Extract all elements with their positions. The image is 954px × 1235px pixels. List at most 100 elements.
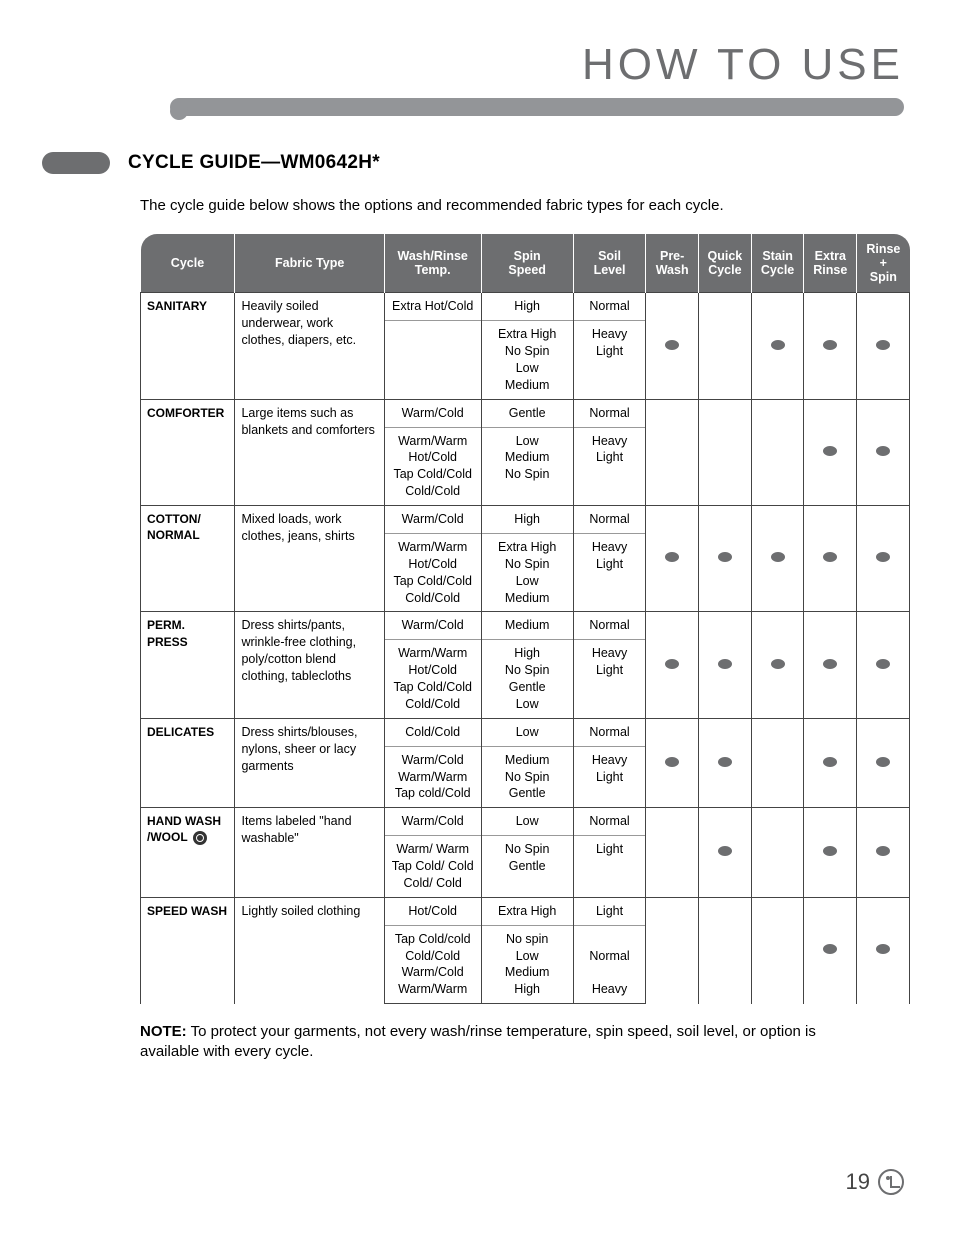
spin-cell: High No Spin Gentle Low — [481, 640, 573, 719]
option-cell — [699, 399, 752, 505]
note-text: NOTE: To protect your garments, not ever… — [140, 1022, 860, 1063]
table-row: COTTON/ NORMALMixed loads, work clothes,… — [141, 506, 910, 534]
option-dot-icon — [718, 757, 732, 767]
option-dot-icon — [771, 340, 785, 350]
spin-cell: High — [481, 506, 573, 534]
temp-cell: Warm/Warm Hot/Cold Tap Cold/Cold Cold/Co… — [384, 427, 481, 506]
spin-cell: No spin Low Medium High — [481, 925, 573, 1004]
option-cell — [699, 612, 752, 718]
spin-cell: Extra High No Spin Low Medium — [481, 321, 573, 400]
fabric-type-cell: Dress shirts/pants, wrinkle-free clothin… — [235, 612, 384, 718]
fabric-type-cell: Lightly soiled clothing — [235, 897, 384, 1003]
option-dot-icon — [823, 552, 837, 562]
col-header: Fabric Type — [235, 234, 384, 293]
soil-cell: Light — [573, 897, 646, 925]
option-cell — [699, 293, 752, 399]
temp-cell: Warm/Cold Warm/Warm Tap cold/Cold — [384, 746, 481, 808]
fabric-type-cell: Mixed loads, work clothes, jeans, shirts — [235, 506, 384, 612]
option-dot-icon — [771, 659, 785, 669]
option-dot-icon — [718, 659, 732, 669]
option-cell — [751, 399, 804, 505]
option-cell — [646, 399, 699, 505]
option-cell — [699, 506, 752, 612]
option-dot-icon — [823, 944, 837, 954]
option-dot-icon — [823, 340, 837, 350]
option-cell — [857, 506, 910, 612]
col-header: Rinse +Spin — [857, 234, 910, 293]
section-title: CYCLE GUIDE—WM0642H* — [128, 152, 380, 174]
option-cell — [857, 612, 910, 718]
spin-cell: Gentle — [481, 399, 573, 427]
option-cell — [804, 718, 857, 808]
soil-cell: Normal Heavy — [573, 925, 646, 1004]
col-header: SpinSpeed — [481, 234, 573, 293]
spin-cell: Low — [481, 808, 573, 836]
option-cell — [646, 718, 699, 808]
option-cell — [751, 293, 804, 399]
option-cell — [804, 399, 857, 505]
option-cell — [804, 612, 857, 718]
spin-cell: Extra High — [481, 897, 573, 925]
option-cell — [646, 808, 699, 898]
temp-cell — [384, 321, 481, 400]
temp-cell: Hot/Cold — [384, 897, 481, 925]
option-dot-icon — [876, 552, 890, 562]
soil-cell: Heavy Light — [573, 746, 646, 808]
cycle-name-cell: HAND WASH /WOOL — [141, 808, 235, 898]
soil-cell: Normal — [573, 506, 646, 534]
soil-cell: Normal — [573, 293, 646, 321]
col-header: StainCycle — [751, 234, 804, 293]
option-cell — [646, 612, 699, 718]
soil-cell: Normal — [573, 808, 646, 836]
spin-cell: Medium — [481, 612, 573, 640]
title-bar — [170, 98, 904, 116]
temp-cell: Warm/Warm Hot/Cold Tap Cold/Cold Cold/Co… — [384, 640, 481, 719]
option-cell — [804, 293, 857, 399]
option-dot-icon — [823, 757, 837, 767]
option-cell — [857, 897, 910, 1003]
temp-cell: Tap Cold/cold Cold/Cold Warm/Cold Warm/W… — [384, 925, 481, 1004]
table-row: DELICATESDress shirts/blouses, nylons, s… — [141, 718, 910, 746]
option-cell — [751, 808, 804, 898]
option-dot-icon — [665, 340, 679, 350]
table-row: HAND WASH /WOOL Items labeled "hand wash… — [141, 808, 910, 836]
temp-cell: Extra Hot/Cold — [384, 293, 481, 321]
option-dot-icon — [665, 552, 679, 562]
option-dot-icon — [876, 944, 890, 954]
page-footer: 19 — [846, 1169, 904, 1195]
soil-cell: Heavy Light — [573, 533, 646, 612]
cycle-name-cell: SPEED WASH — [141, 897, 235, 1003]
option-cell — [857, 718, 910, 808]
option-cell — [857, 808, 910, 898]
col-header: Cycle — [141, 234, 235, 293]
cycle-name-cell: COTTON/ NORMAL — [141, 506, 235, 612]
wool-icon — [193, 831, 207, 845]
table-row: SPEED WASHLightly soiled clothingHot/Col… — [141, 897, 910, 925]
spin-cell: Low Medium No Spin — [481, 427, 573, 506]
spin-cell: High — [481, 293, 573, 321]
option-dot-icon — [718, 552, 732, 562]
soil-cell: Normal — [573, 718, 646, 746]
option-dot-icon — [876, 340, 890, 350]
option-dot-icon — [876, 757, 890, 767]
note-label: NOTE: — [140, 1023, 187, 1040]
option-cell — [646, 293, 699, 399]
temp-cell: Warm/Cold — [384, 399, 481, 427]
col-header: Pre-Wash — [646, 234, 699, 293]
option-dot-icon — [823, 659, 837, 669]
soil-cell: Normal — [573, 399, 646, 427]
page-number: 19 — [846, 1169, 870, 1195]
option-cell — [804, 897, 857, 1003]
spin-cell: Medium No Spin Gentle — [481, 746, 573, 808]
option-cell — [699, 897, 752, 1003]
temp-cell: Warm/Cold — [384, 808, 481, 836]
option-cell — [857, 399, 910, 505]
soil-cell: Heavy Light — [573, 427, 646, 506]
section-bullet — [42, 152, 110, 174]
temp-cell: Warm/Warm Hot/Cold Tap Cold/Cold Cold/Co… — [384, 533, 481, 612]
table-row: COMFORTERLarge items such as blankets an… — [141, 399, 910, 427]
intro-text: The cycle guide below shows the options … — [140, 196, 860, 216]
col-header: QuickCycle — [699, 234, 752, 293]
temp-cell: Warm/Cold — [384, 506, 481, 534]
option-cell — [646, 506, 699, 612]
